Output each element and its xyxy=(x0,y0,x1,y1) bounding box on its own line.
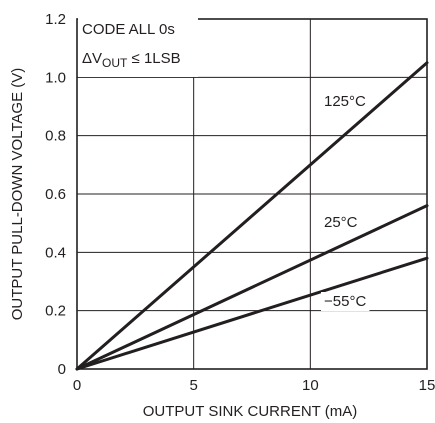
y-tick-label: 0.2 xyxy=(45,303,66,320)
annotation-condition: ≤ 1LSB xyxy=(127,50,180,67)
series-label-background xyxy=(321,292,370,311)
series-label-25c: 25°C xyxy=(324,214,358,231)
annotation-background xyxy=(78,15,198,77)
plot-area-frame xyxy=(76,18,428,370)
y-tick-label: 0 xyxy=(58,361,66,378)
series-label-minus55c: −55°C xyxy=(324,293,366,310)
y-tick-label: 1.0 xyxy=(45,69,66,86)
x-tick-labels: 0 5 10 15 xyxy=(73,377,435,394)
x-tick-label: 0 xyxy=(73,377,81,394)
annotation-delta-v: ΔV xyxy=(82,50,102,67)
x-tick-label: 15 xyxy=(419,377,435,394)
series-line-0 xyxy=(75,61,429,371)
series-label-background xyxy=(321,92,370,111)
series-label-background xyxy=(321,213,361,232)
y-tick-label: 0.6 xyxy=(45,186,66,203)
x-tick-label: 5 xyxy=(189,377,197,394)
y-axis-label: OUTPUT PULL-DOWN VOLTAGE (V) xyxy=(9,68,26,321)
annotation-line-1: CODE ALL 0s xyxy=(82,21,175,38)
grid-lines xyxy=(77,19,427,369)
annotation-subscript-out: OUT xyxy=(102,56,128,70)
series-line-2 xyxy=(75,256,429,371)
series-lines xyxy=(75,61,429,371)
x-axis-label: OUTPUT SINK CURRENT (mA) xyxy=(143,403,357,420)
y-tick-label: 1.2 xyxy=(45,11,66,28)
y-tick-labels: 0 0.2 0.4 0.6 0.8 1.0 1.2 xyxy=(45,11,66,378)
y-tick-label: 0.8 xyxy=(45,128,66,145)
series-line-1 xyxy=(75,204,429,371)
annotation-line-2: ΔVOUT ≤ 1LSB xyxy=(82,50,181,70)
series-label-125c: 125°C xyxy=(324,93,366,110)
x-tick-label: 10 xyxy=(302,377,319,394)
y-tick-label: 0.4 xyxy=(45,244,66,261)
